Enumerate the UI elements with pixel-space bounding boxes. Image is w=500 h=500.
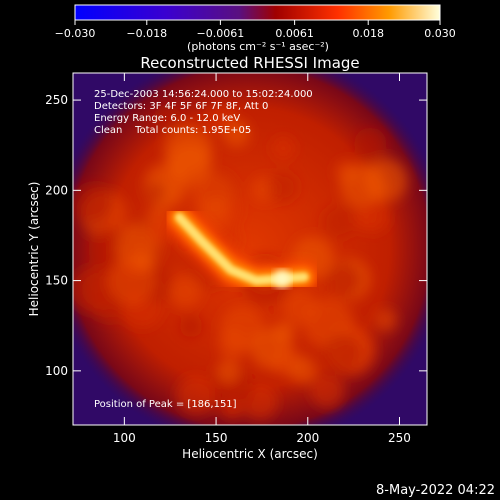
y-tick-label: 100 [45,364,68,378]
emission-blob [73,265,118,315]
y-tick-label: 200 [45,183,68,197]
annotation-counts: Clean Total counts: 1.95E+05 [94,125,251,136]
emission-blob [271,136,295,160]
y-axis-label: Heliocentric Y (arcsec) [27,182,41,317]
colorbar-tick-label: 0.0061 [275,27,314,40]
emission-blob [176,375,216,415]
colorbar-tick-label: −0.018 [126,27,167,40]
x-tick-label: 150 [205,431,228,445]
colorbar: −0.030 −0.018 −0.0061 0.0061 0.018 0.030 (pho… [55,4,456,53]
emission-blob [358,202,389,233]
y-tick-label: 150 [45,274,68,288]
x-tick-label: 200 [296,431,319,445]
annotation-time-range: 25-Dec-2003 14:56:24.000 to 15:02:24.000 [94,89,313,100]
emission-blob [354,127,387,160]
emission-blob [107,256,156,306]
plot-frame [72,72,428,426]
emission-blob [322,205,357,240]
emission-blob [168,275,202,309]
emission-blob [73,182,113,223]
emission-blob [193,173,235,215]
annotation-energy: Energy Range: 6.0 - 12.0 keV [94,113,240,124]
emission-blob [179,314,203,338]
peak-position-label: Position of Peak = [186,151] [94,399,237,410]
chart-title: Reconstructed RHESSI Image [140,54,359,72]
emission-blob [143,180,167,204]
emission-blob [273,321,295,343]
peak-marker [273,269,292,288]
colorbar-tick-label: 0.030 [424,27,456,40]
emission-blob [339,163,386,209]
emission-blob [267,171,299,203]
annotations: 25-Dec-2003 14:56:24.000 to 15:02:24.000… [94,89,313,410]
emission-blob [150,239,184,273]
emission-blob [153,104,181,133]
colorbar-tick-label: −0.0061 [197,27,245,40]
colorbar-unit-label: (photons cm⁻² s⁻¹ asec⁻²) [187,40,329,53]
x-tick-label: 100 [113,431,136,445]
emission-blob [326,262,362,298]
emission-blob [289,356,317,384]
emission-blob [167,142,212,187]
emission-blob [218,329,249,360]
x-tick-label: 250 [388,431,411,445]
emission-blob [282,289,318,324]
emission-blob [216,359,241,385]
footer-timestamp: 8-May-2022 04:22 [376,483,495,498]
x-axis-label: Heliocentric X (arcsec) [182,447,318,461]
colorbar-ticks: −0.030 −0.018 −0.0061 0.0061 0.018 0.030 [55,20,456,40]
colorbar-tick-label: −0.030 [55,27,96,40]
emission-blob [310,374,345,409]
colorbar-gradient [74,4,441,21]
emission-blob [322,332,362,372]
annotation-detectors: Detectors: 3F 4F 5F 6F 7F 8F, Att 0 [94,101,268,112]
emission-blob [222,397,243,419]
plot-area [73,73,427,425]
axis-ticks: 100 150 200 250 100 150 200 250 [45,73,427,445]
emission-blob [374,308,397,332]
emission-blob [222,119,251,148]
y-tick-label: 250 [45,93,68,107]
colorbar-tick-label: 0.018 [352,27,384,40]
